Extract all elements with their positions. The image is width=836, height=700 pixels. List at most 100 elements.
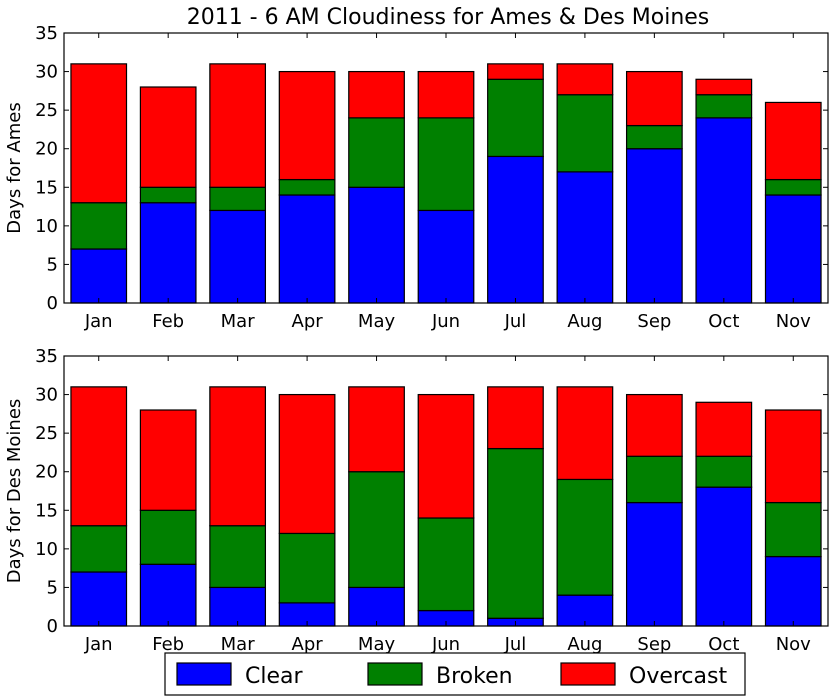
bar-clear-jun bbox=[417, 209, 475, 304]
y-tick-label: 35 bbox=[35, 23, 58, 44]
legend-swatch-broken bbox=[367, 662, 423, 686]
bar-overcast-oct bbox=[695, 78, 753, 96]
y-tick-label: 0 bbox=[47, 616, 58, 637]
ames-chart-panel: 0 5 10 15 20 25 30 35 Jan Feb Mar Apr May Jun Jul Aug Se… bbox=[4, 23, 829, 332]
x-tick-label-may: May bbox=[358, 634, 396, 655]
bar-overcast-jun bbox=[417, 70, 475, 119]
legend: Clear Broken Overcast bbox=[164, 652, 746, 696]
y-tick-label: 10 bbox=[35, 216, 58, 237]
x-tick-label-aug: Aug bbox=[567, 311, 602, 332]
legend-swatch-overcast bbox=[560, 662, 616, 686]
bar-overcast-jun bbox=[417, 393, 475, 519]
bar-broken-feb bbox=[139, 509, 197, 565]
bar-overcast-aug bbox=[556, 63, 614, 96]
bar-clear-sep bbox=[625, 501, 683, 627]
bar-clear-mar bbox=[209, 209, 267, 304]
bar-overcast-oct bbox=[695, 401, 753, 457]
bar-clear-apr bbox=[278, 194, 336, 304]
x-tick-label-oct: Oct bbox=[708, 311, 739, 332]
bar-clear-may bbox=[348, 186, 405, 304]
bar-clear-oct bbox=[695, 117, 753, 304]
bar-overcast-nov bbox=[764, 409, 822, 504]
bar-overcast-apr bbox=[278, 393, 336, 535]
y-tick-label: 5 bbox=[47, 254, 58, 275]
bar-overcast-sep bbox=[625, 70, 683, 127]
bar-clear-may bbox=[348, 586, 405, 627]
bar-overcast-may bbox=[348, 386, 405, 473]
bar-clear-nov bbox=[764, 555, 822, 627]
bar-broken-mar bbox=[209, 525, 267, 589]
bar-overcast-apr bbox=[278, 70, 336, 181]
x-tick-label-jun: Jun bbox=[431, 634, 460, 655]
bar-broken-oct bbox=[695, 455, 753, 488]
bar-clear-mar bbox=[209, 586, 267, 627]
y-tick-label: 35 bbox=[35, 346, 58, 367]
bar-broken-feb bbox=[139, 186, 197, 204]
y-tick-label: 25 bbox=[35, 423, 58, 444]
x-tick-label-apr: Apr bbox=[292, 634, 324, 655]
x-tick-label-aug: Aug bbox=[567, 634, 602, 655]
x-tick-label-sep: Sep bbox=[637, 311, 671, 332]
y-tick-label: 10 bbox=[35, 539, 58, 560]
bar-clear-aug bbox=[556, 171, 614, 304]
x-tick-label-mar: Mar bbox=[221, 634, 256, 655]
bar-clear-feb bbox=[139, 202, 197, 304]
bar-broken-aug bbox=[556, 94, 614, 173]
y-axis-label: Days for Ames bbox=[4, 102, 25, 233]
x-tick-label-jul: Jul bbox=[504, 634, 527, 655]
x-tick-label-nov: Nov bbox=[776, 634, 811, 655]
y-tick-label: 5 bbox=[47, 577, 58, 598]
legend-label-clear: Clear bbox=[245, 664, 303, 689]
bar-overcast-jul bbox=[487, 63, 544, 80]
x-tick-label-feb: Feb bbox=[152, 311, 184, 332]
y-tick-label: 15 bbox=[35, 500, 58, 521]
bar-overcast-feb bbox=[139, 409, 197, 511]
bar-broken-nov bbox=[764, 501, 822, 558]
bar-broken-sep bbox=[625, 455, 683, 504]
legend-swatch-clear bbox=[176, 662, 232, 686]
bar-broken-sep bbox=[625, 124, 683, 150]
bar-clear-feb bbox=[139, 563, 197, 627]
bar-overcast-jan bbox=[70, 386, 128, 527]
bar-overcast-aug bbox=[556, 386, 614, 481]
bar-overcast-jul bbox=[487, 386, 544, 450]
bar-broken-jan bbox=[70, 202, 128, 250]
bar-clear-oct bbox=[695, 486, 753, 627]
bar-broken-jul bbox=[487, 78, 544, 158]
y-tick-label: 30 bbox=[35, 62, 58, 83]
y-tick-label: 25 bbox=[35, 100, 58, 121]
x-tick-label-feb: Feb bbox=[152, 634, 184, 655]
y-tick-label: 30 bbox=[35, 385, 58, 406]
chart-title: 2011 - 6 AM Cloudiness for Ames & Des Mo… bbox=[187, 5, 710, 30]
y-tick-label: 20 bbox=[35, 139, 58, 160]
x-tick-label-may: May bbox=[358, 311, 396, 332]
bar-clear-jan bbox=[70, 248, 128, 304]
y-tick-label: 20 bbox=[35, 462, 58, 483]
bar-broken-nov bbox=[764, 178, 822, 196]
bar-broken-mar bbox=[209, 186, 267, 212]
legend-frame bbox=[164, 652, 746, 696]
y-tick-label: 15 bbox=[35, 177, 58, 198]
bar-overcast-may bbox=[348, 70, 405, 119]
bar-overcast-sep bbox=[625, 393, 683, 457]
y-tick-label: 0 bbox=[47, 293, 58, 314]
des-moines-chart-panel: 0 5 10 15 20 25 30 35 Jan Feb Mar Apr May Jun Jul Aug Se… bbox=[4, 346, 829, 655]
bar-overcast-feb bbox=[139, 86, 197, 188]
bar-broken-jul bbox=[487, 447, 544, 619]
legend-label-overcast: Overcast bbox=[629, 664, 727, 689]
x-tick-label-apr: Apr bbox=[292, 311, 324, 332]
x-tick-label-jan: Jan bbox=[84, 634, 113, 655]
bar-broken-oct bbox=[695, 94, 753, 119]
bar-broken-jun bbox=[417, 517, 475, 612]
legend-label-broken: Broken bbox=[436, 664, 513, 689]
bar-broken-apr bbox=[278, 178, 336, 196]
bar-broken-may bbox=[348, 471, 405, 589]
bar-clear-nov bbox=[764, 194, 822, 304]
bar-clear-aug bbox=[556, 594, 614, 627]
bar-overcast-nov bbox=[764, 101, 822, 181]
x-tick-label-nov: Nov bbox=[776, 311, 811, 332]
x-tick-label-mar: Mar bbox=[221, 311, 256, 332]
y-axis-label: Days for Des Moines bbox=[4, 399, 25, 584]
x-tick-label-jul: Jul bbox=[504, 311, 527, 332]
bar-broken-jan bbox=[70, 525, 128, 573]
